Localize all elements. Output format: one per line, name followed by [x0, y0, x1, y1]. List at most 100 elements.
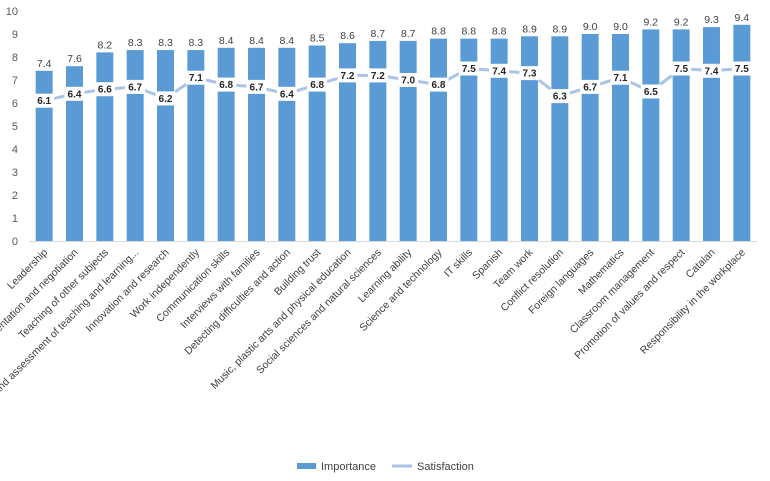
- satisfaction-value-label: 6.7: [128, 82, 142, 93]
- satisfaction-label-box: [671, 61, 692, 76]
- satisfaction-label-box: [246, 79, 267, 94]
- importance-bar: [460, 38, 478, 241]
- importance-value-label: 9.4: [735, 12, 750, 24]
- satisfaction-value-label: 6.1: [37, 96, 51, 107]
- importance-bar: [612, 34, 629, 241]
- y-tick-label: 10: [6, 6, 18, 18]
- importance-bar: [217, 47, 235, 241]
- satisfaction-label-box: [731, 61, 752, 76]
- satisfaction-label-box: [337, 68, 358, 83]
- importance-value-label: 7.6: [67, 53, 82, 65]
- importance-bar: [430, 38, 447, 241]
- importance-bar: [187, 50, 205, 241]
- importance-value-label: 8.3: [128, 37, 143, 49]
- satisfaction-data-labels: 6.1 6.4 6.6 6.7 6.2 7.1 6.8 6.7 6.4 6.8 7.2 7.2 7.0 6…: [34, 61, 752, 108]
- importance-bar: [369, 40, 387, 242]
- legend-importance-label: Importance: [321, 461, 376, 473]
- legend-satisfaction-label: Satisfaction: [417, 461, 474, 473]
- importance-value-label: 8.7: [371, 28, 386, 40]
- satisfaction-label-box: [367, 68, 388, 83]
- importance-bar: [308, 45, 326, 241]
- satisfaction-value-label: 6.7: [250, 82, 264, 93]
- importance-bars: [35, 24, 751, 242]
- importance-value-label: 9.2: [644, 16, 659, 28]
- importance-value-label: 9.2: [674, 16, 689, 28]
- satisfaction-value-label: 7.3: [523, 69, 537, 80]
- y-tick-label: 4: [12, 144, 18, 156]
- satisfaction-label-box: [94, 82, 115, 97]
- satisfaction-value-label: 7.4: [705, 66, 719, 77]
- satisfaction-value-label: 7.4: [492, 66, 506, 77]
- importance-value-label: 8.3: [158, 37, 173, 49]
- satisfaction-label-box: [125, 79, 146, 94]
- category-label: Promotion of values and respect: [572, 247, 687, 362]
- importance-bar: [703, 27, 720, 241]
- satisfaction-label-box: [701, 63, 722, 78]
- y-tick-label: 9: [12, 29, 18, 41]
- satisfaction-label-box: [34, 93, 55, 108]
- y-tick-label: 7: [12, 75, 18, 87]
- satisfaction-label-box: [519, 66, 540, 81]
- importance-value-label: 7.4: [37, 58, 52, 70]
- satisfaction-value-label: 7.1: [614, 73, 628, 84]
- importance-value-label: 8.4: [219, 35, 234, 47]
- importance-bar: [278, 47, 296, 241]
- importance-value-label: 8.8: [431, 26, 446, 38]
- satisfaction-value-label: 7.2: [371, 71, 385, 82]
- importance-bar: [248, 47, 265, 241]
- satisfaction-value-label: 6.8: [432, 80, 446, 91]
- satisfaction-label-box: [428, 77, 449, 92]
- importance-bar: [35, 70, 53, 241]
- importance-value-label: 8.9: [522, 23, 537, 35]
- satisfaction-value-label: 6.4: [280, 89, 294, 100]
- legend: Importance Satisfaction: [297, 461, 474, 473]
- importance-value-label: 9.0: [583, 21, 598, 33]
- satisfaction-label-box: [185, 70, 206, 85]
- satisfaction-label-box: [216, 77, 237, 92]
- importance-bar: [490, 38, 508, 241]
- satisfaction-label-box: [64, 86, 85, 101]
- satisfaction-label-box: [610, 70, 631, 85]
- category-label: Music, plastic arts and physical educati…: [209, 247, 354, 392]
- satisfaction-label-box: [640, 84, 661, 99]
- legend-importance-swatch: [297, 463, 316, 469]
- importance-bar: [581, 34, 599, 241]
- importance-value-label: 8.7: [401, 28, 416, 40]
- importance-bar: [157, 50, 174, 241]
- satisfaction-value-label: 6.7: [583, 82, 597, 93]
- satisfaction-label-box: [580, 79, 601, 94]
- importance-bar: [96, 52, 114, 242]
- importance-bar: [339, 43, 356, 242]
- satisfaction-label-box: [276, 86, 297, 101]
- importance-value-label: 9.0: [613, 21, 628, 33]
- satisfaction-value-label: 6.4: [68, 89, 82, 100]
- satisfaction-label-box: [155, 91, 176, 106]
- satisfaction-label-box: [307, 77, 328, 92]
- importance-value-label: 8.8: [492, 26, 507, 38]
- importance-value-label: 8.9: [553, 23, 568, 35]
- y-tick-label: 2: [12, 190, 18, 202]
- satisfaction-value-label: 7.5: [462, 64, 476, 75]
- y-tick-label: 3: [12, 167, 18, 179]
- satisfaction-value-label: 7.0: [401, 76, 415, 87]
- importance-value-label: 8.3: [189, 37, 204, 49]
- importance-value-label: 8.6: [340, 30, 355, 42]
- importance-bar: [672, 29, 690, 242]
- y-tick-label: 6: [12, 98, 18, 110]
- y-axis: 0 1 2 3 4 5 6 7 8 9 10: [6, 6, 18, 248]
- satisfaction-value-label: 6.8: [219, 80, 233, 91]
- importance-bar: [642, 29, 660, 242]
- importance-value-label: 8.4: [249, 35, 264, 47]
- satisfaction-value-label: 6.6: [98, 85, 112, 96]
- satisfaction-value-label: 6.8: [310, 80, 324, 91]
- y-tick-label: 0: [12, 236, 18, 248]
- importance-data-labels: 7.4 7.6 8.2 8.3 8.3 8.3 8.4 8.4 8.4 8.5 8.6 8.7 8.7 8…: [37, 12, 749, 70]
- satisfaction-series-line: [43, 67, 742, 103]
- importance-value-label: 8.4: [280, 35, 295, 47]
- satisfaction-value-label: 7.2: [341, 71, 355, 82]
- y-tick-label: 5: [12, 121, 18, 133]
- importance-value-label: 9.3: [704, 14, 719, 26]
